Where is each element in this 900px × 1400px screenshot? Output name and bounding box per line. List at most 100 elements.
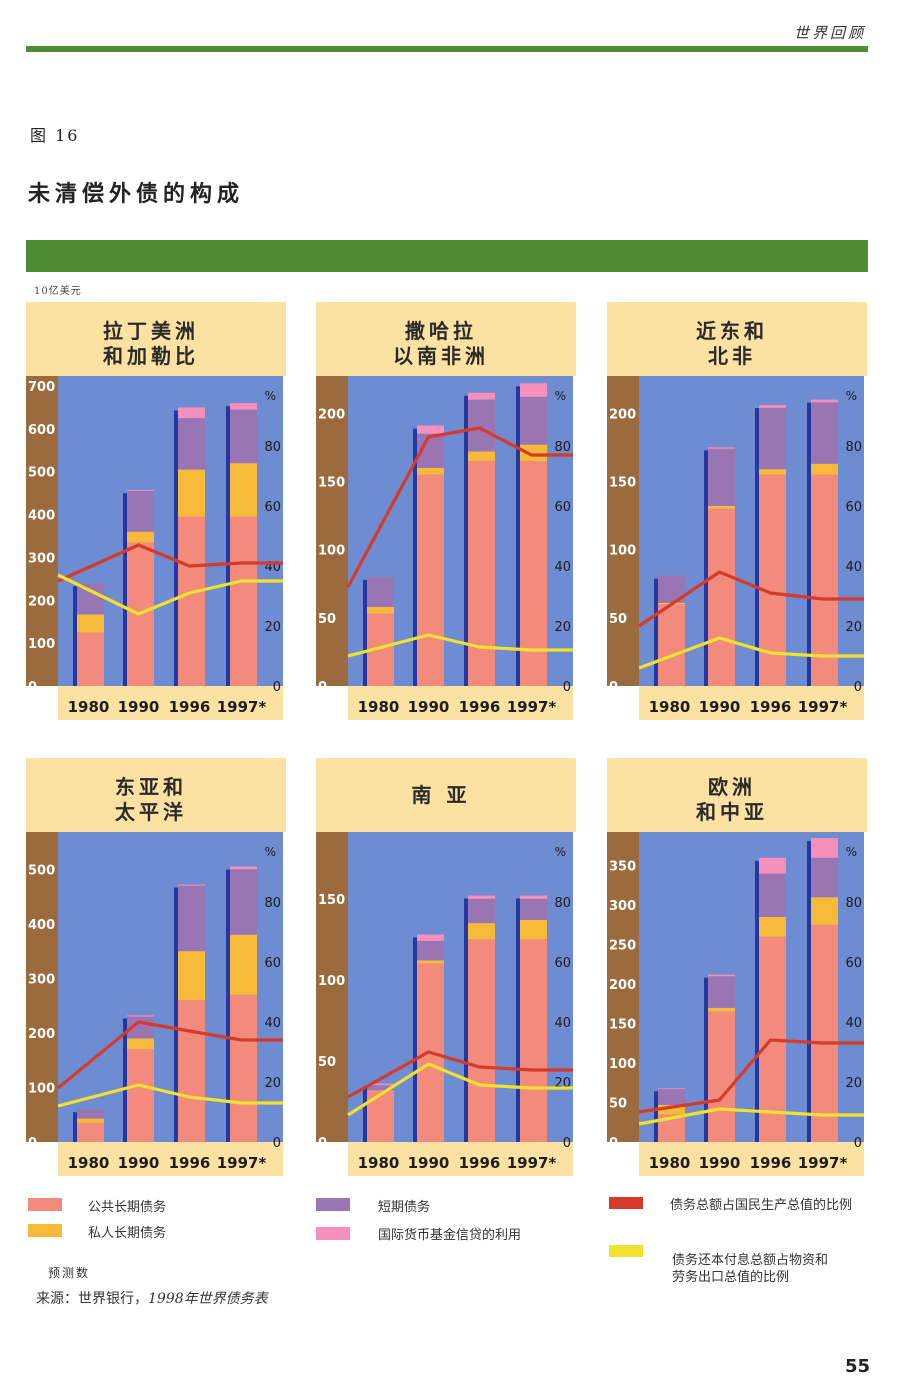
legend-swatch-public [28, 1198, 62, 1211]
series-line [347, 1050, 573, 1099]
legend-label-exports-line-1: 债务还本付息总额占物资和 [672, 1253, 829, 1268]
y-axis-strip [607, 832, 639, 1142]
bar-segment [367, 576, 394, 607]
y-tick-label: 50 [609, 612, 627, 627]
bar-segment [708, 1011, 735, 1142]
x-tick-label: 1997* [507, 1154, 557, 1172]
bar-segment [230, 463, 257, 517]
y2-tick-label: 40 [845, 1016, 862, 1031]
bar-segment [708, 448, 735, 506]
running-header: 世界回顾 [793, 24, 866, 42]
legend-label-imf: 国际货币基金信贷的利用 [378, 1228, 522, 1243]
x-tick-label: 1990 [118, 698, 160, 716]
bar-segment [230, 409, 257, 464]
y2-tick-label: 80 [264, 440, 281, 455]
y-tick-label: 50 [318, 1055, 336, 1070]
bar-segment [811, 399, 838, 403]
bar-segment [759, 857, 786, 874]
bar-shadow [413, 428, 417, 686]
bar-segment [417, 467, 444, 475]
bar-shadow [464, 395, 468, 686]
bar-shadow [755, 408, 759, 686]
chart-title-line: 南 亚 [412, 783, 471, 807]
bar-segment [759, 405, 786, 408]
y-tick-label: 0 [318, 1136, 327, 1151]
y2-tick-label: 80 [845, 896, 862, 911]
bar-segment [230, 516, 257, 686]
bar-segment [127, 490, 154, 491]
bar-segment [658, 1089, 685, 1105]
chart-title-line: 近东和 [696, 319, 768, 343]
bar-segment [520, 383, 547, 397]
x-axis-strip [58, 686, 283, 720]
bar-shadow [413, 937, 417, 1142]
y-tick-label: 0 [609, 680, 618, 695]
legend-swatch-private [28, 1224, 62, 1237]
bar-segment [708, 447, 735, 449]
bar-segment [178, 516, 205, 686]
bar-segment [367, 606, 394, 614]
bar-segment [811, 474, 838, 686]
x-tick-label: 1990 [408, 1154, 450, 1172]
chart-title-box [26, 758, 286, 832]
bar-segment [77, 632, 104, 686]
y2-tick-label: 0 [854, 1136, 862, 1151]
y2-tick-label: 40 [554, 1016, 571, 1031]
y-tick-label: 350 [609, 860, 636, 875]
y2-axis-unit: % [265, 389, 276, 403]
bar-segment [178, 418, 205, 470]
bar-shadow [807, 402, 811, 686]
y-axis-strip [316, 376, 348, 686]
bar-segment [520, 939, 547, 1142]
bar-segment [77, 1118, 104, 1123]
bar-segment [127, 1038, 154, 1050]
y-tick-label: 150 [318, 475, 345, 490]
y-tick-label: 400 [28, 918, 55, 933]
chart-title-box [316, 302, 576, 376]
y2-tick-label: 20 [845, 1076, 862, 1091]
bar-shadow [226, 869, 230, 1142]
x-tick-label: 1980 [358, 1154, 400, 1172]
bar-segment [468, 923, 495, 940]
chart-title-box [607, 302, 867, 376]
bar-segment [178, 407, 205, 419]
legend-swatch-gdp-line [609, 1197, 643, 1209]
x-tick-label: 1990 [699, 698, 741, 716]
series-line [57, 573, 283, 616]
bar-segment [658, 1088, 685, 1090]
source-title: 1998年世界债务表 [148, 1291, 268, 1307]
unit-label: 10亿美元 [34, 286, 82, 297]
y-tick-label: 100 [609, 544, 636, 559]
bar-segment [708, 976, 735, 1008]
chart-title-line: 太平洋 [115, 800, 187, 824]
legend-label-private: 私人长期债务 [88, 1226, 167, 1241]
y2-tick-label: 20 [554, 620, 571, 635]
y2-tick-label: 80 [554, 896, 571, 911]
x-tick-label: 1996 [169, 1154, 211, 1172]
y-tick-label: 150 [318, 893, 345, 908]
bar-shadow [704, 450, 708, 686]
legend-label-exports-line-2: 劳务出口总值的比例 [672, 1270, 790, 1285]
x-tick-label: 1980 [358, 698, 400, 716]
y2-tick-label: 0 [854, 680, 862, 695]
y-tick-label: 700 [28, 380, 55, 395]
y2-tick-label: 60 [264, 500, 281, 515]
bar-segment [468, 451, 495, 461]
bar-segment [468, 939, 495, 1142]
x-tick-label: 1980 [649, 1154, 691, 1172]
bar-segment [708, 974, 735, 977]
bar-segment [468, 898, 495, 924]
y-tick-label: 0 [318, 680, 327, 695]
x-tick-label: 1997* [798, 698, 848, 716]
chart-title-line: 拉丁美洲 [103, 319, 199, 343]
chart-panel-east-asia: 东亚和 太平洋 0 100 200 300 400 500 0 20 40 60 80% 1980 1990… [26, 758, 286, 1178]
bar-segment [230, 934, 257, 995]
bar-shadow [704, 977, 708, 1142]
y-axis-strip [26, 832, 58, 1142]
y2-tick-label: 40 [554, 560, 571, 575]
bar-segment [520, 919, 547, 940]
y-tick-label: 500 [28, 466, 55, 481]
bar-segment [417, 960, 444, 964]
x-tick-label: 1996 [169, 698, 211, 716]
